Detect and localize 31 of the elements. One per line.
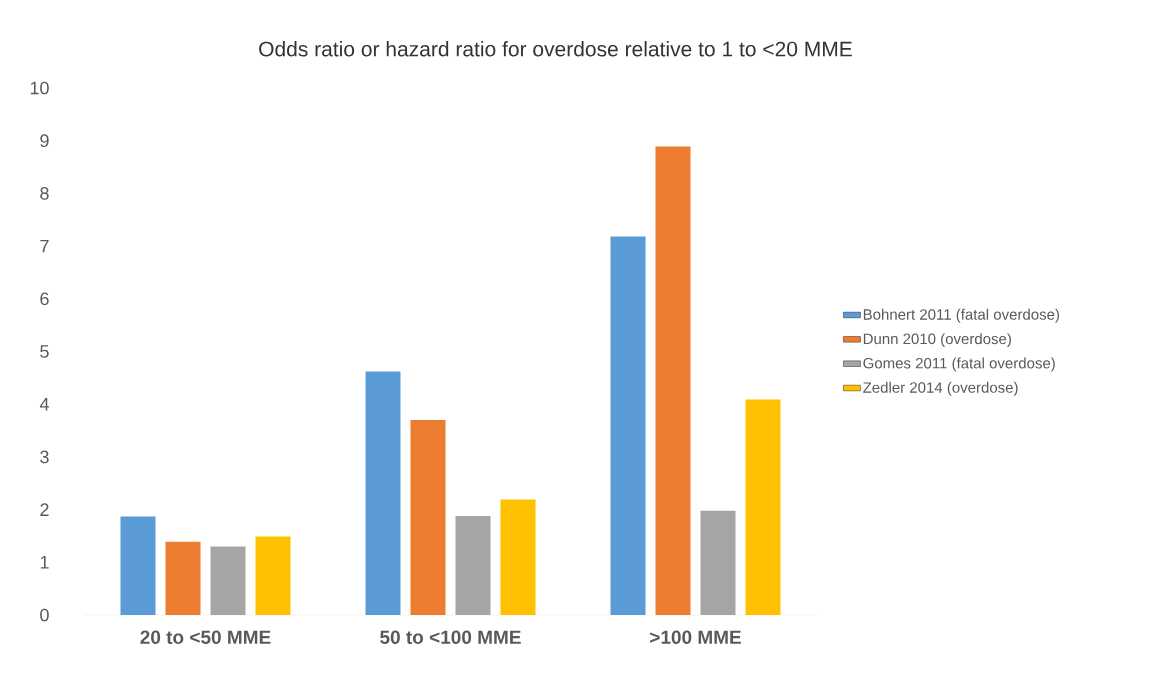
y-tick-label: 6 bbox=[40, 292, 49, 306]
y-tick-label: 7 bbox=[40, 239, 49, 253]
legend-label: Bohnert 2011 (fatal overdose) bbox=[863, 308, 1060, 323]
y-tick-label: 4 bbox=[39, 398, 49, 411]
x-tick-label: 50 to <100 MME bbox=[380, 630, 521, 644]
bar bbox=[365, 371, 401, 615]
bar bbox=[610, 236, 646, 615]
x-tick-label: >100 MME bbox=[650, 630, 741, 644]
y-tick-label: 10 bbox=[30, 81, 49, 95]
bar bbox=[210, 546, 246, 615]
y-tick-label: 3 bbox=[40, 450, 49, 464]
bar bbox=[700, 510, 736, 615]
bar bbox=[410, 420, 446, 615]
bar bbox=[165, 541, 201, 615]
bar bbox=[455, 515, 491, 615]
bar bbox=[255, 536, 291, 615]
y-tick-label: 0 bbox=[40, 608, 49, 622]
y-tick-label: 1 bbox=[40, 556, 49, 569]
legend-label: Gomes 2011 (fatal overdose) bbox=[863, 357, 1055, 372]
y-tick-label: 2 bbox=[40, 503, 49, 516]
legend-label: Dunn 2010 (overdose) bbox=[863, 333, 1011, 348]
legend-label: Zedler 2014 (overdose) bbox=[863, 381, 1018, 396]
bar bbox=[745, 399, 781, 615]
y-tick-label: 5 bbox=[40, 345, 49, 358]
bar bbox=[120, 516, 156, 615]
x-tick-label: 20 to <50 MME bbox=[140, 630, 271, 644]
y-tick-label: 9 bbox=[40, 134, 49, 148]
y-tick-label: 8 bbox=[40, 187, 49, 200]
chart-title: Odds ratio or hazard ratio for overdose relative to 1 to <20 MME bbox=[259, 41, 852, 57]
bar bbox=[655, 146, 691, 615]
bar bbox=[500, 499, 536, 615]
